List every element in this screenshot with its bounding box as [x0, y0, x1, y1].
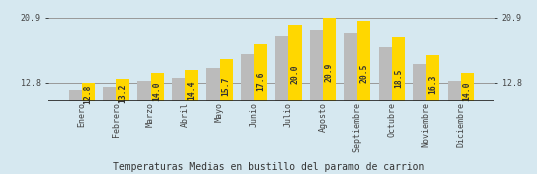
Text: 16.3: 16.3: [429, 75, 437, 94]
Bar: [220, 60, 233, 174]
Bar: [172, 78, 185, 174]
Text: 13.2: 13.2: [118, 84, 127, 103]
Text: 20.5: 20.5: [359, 63, 368, 83]
Bar: [241, 54, 254, 174]
Bar: [137, 81, 150, 174]
Bar: [69, 90, 82, 174]
Bar: [185, 70, 198, 174]
Text: 20.0: 20.0: [291, 65, 300, 84]
Text: 14.4: 14.4: [187, 80, 196, 100]
Bar: [275, 36, 288, 174]
Text: 12.8: 12.8: [84, 85, 93, 104]
Bar: [392, 37, 405, 174]
Bar: [116, 79, 129, 174]
Text: Temperaturas Medias en bustillo del paramo de carrion: Temperaturas Medias en bustillo del para…: [113, 162, 424, 172]
Bar: [206, 68, 220, 174]
Bar: [323, 18, 336, 174]
Text: 20.9: 20.9: [325, 62, 334, 82]
Bar: [413, 64, 426, 174]
Bar: [103, 87, 116, 174]
Bar: [82, 83, 95, 174]
Bar: [344, 33, 357, 174]
Bar: [310, 30, 323, 174]
Bar: [379, 48, 392, 174]
Bar: [426, 55, 439, 174]
Bar: [150, 73, 164, 174]
Text: 18.5: 18.5: [394, 69, 403, 88]
Text: 14.0: 14.0: [463, 81, 471, 101]
Bar: [357, 21, 371, 174]
Text: 15.7: 15.7: [222, 77, 230, 96]
Text: 17.6: 17.6: [256, 71, 265, 91]
Bar: [461, 73, 474, 174]
Bar: [448, 81, 461, 174]
Text: 14.0: 14.0: [153, 81, 162, 101]
Bar: [254, 44, 267, 174]
Bar: [288, 25, 301, 174]
